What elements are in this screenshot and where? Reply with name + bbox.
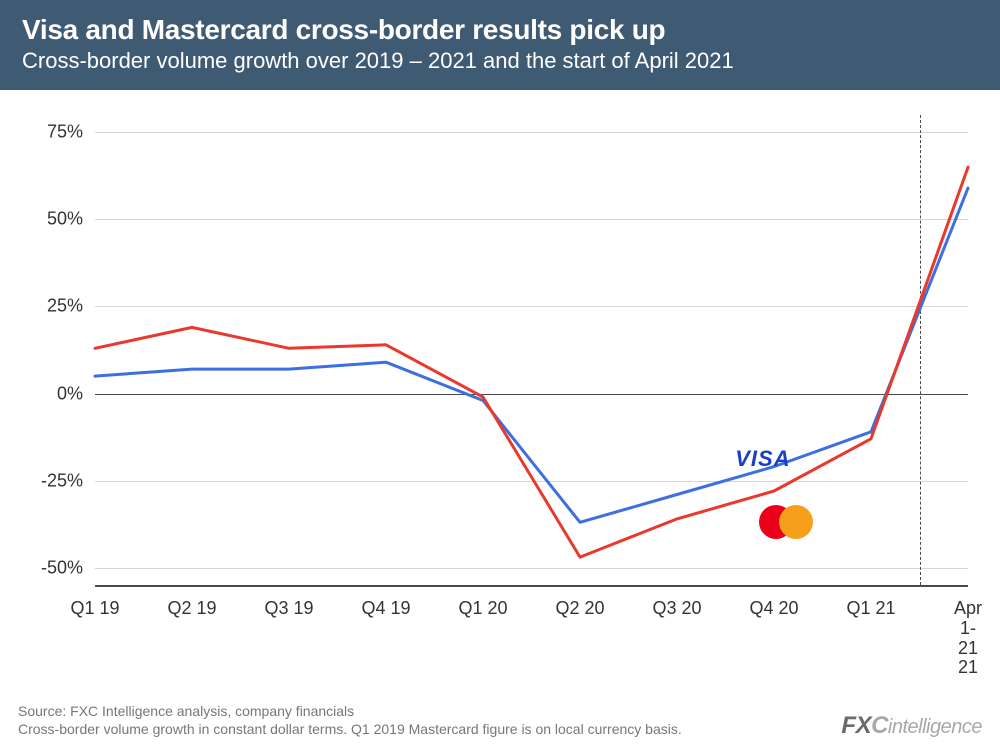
mastercard-line	[95, 167, 968, 557]
x-axis-label: Q3 19	[264, 599, 313, 619]
chart-header: Visa and Mastercard cross-border results…	[0, 0, 1000, 90]
x-axis-label: Q1 20	[458, 599, 507, 619]
mastercard-legend-icon	[759, 505, 815, 539]
brand-c: C	[871, 712, 888, 739]
x-axis-label: Q2 20	[555, 599, 604, 619]
brand-rest: intelligence	[888, 716, 982, 738]
chart-area: -50% -25% 0% 25% 50% 75% Q1 19 Q2 19 Q3 19 Q4 19 Q…	[0, 90, 1000, 670]
x-axis-label: Apr 1-21 21	[952, 599, 984, 678]
x-axis-label: Q4 20	[749, 599, 798, 619]
y-axis-label: 25%	[13, 296, 83, 317]
source-line-1: Source: FXC Intelligence analysis, compa…	[18, 702, 982, 720]
x-axis-label: Q1 21	[846, 599, 895, 619]
plot-region	[95, 115, 968, 585]
y-axis-label: 50%	[13, 209, 83, 230]
brand-fx: FX	[841, 712, 871, 739]
x-axis-label: Q4 19	[361, 599, 410, 619]
x-axis-label: Q1 19	[70, 599, 119, 619]
y-axis-label: 0%	[13, 383, 83, 404]
visa-line	[95, 188, 968, 522]
brand-logo: FXCintelligence	[841, 712, 982, 740]
y-axis-label: 75%	[13, 122, 83, 143]
visa-legend-label: VISA	[735, 446, 790, 472]
y-axis-label: -50%	[13, 557, 83, 578]
source-line-2: Cross-border volume growth in constant d…	[18, 720, 982, 738]
y-axis-label: -25%	[13, 470, 83, 491]
line-series-svg	[95, 115, 968, 585]
chart-subtitle: Cross-border volume growth over 2019 – 2…	[22, 48, 978, 74]
x-axis-line	[95, 585, 968, 587]
x-axis-label: Q2 19	[167, 599, 216, 619]
x-axis-label: Q3 20	[652, 599, 701, 619]
chart-title: Visa and Mastercard cross-border results…	[22, 14, 978, 46]
chart-footer: Source: FXC Intelligence analysis, compa…	[0, 694, 1000, 750]
